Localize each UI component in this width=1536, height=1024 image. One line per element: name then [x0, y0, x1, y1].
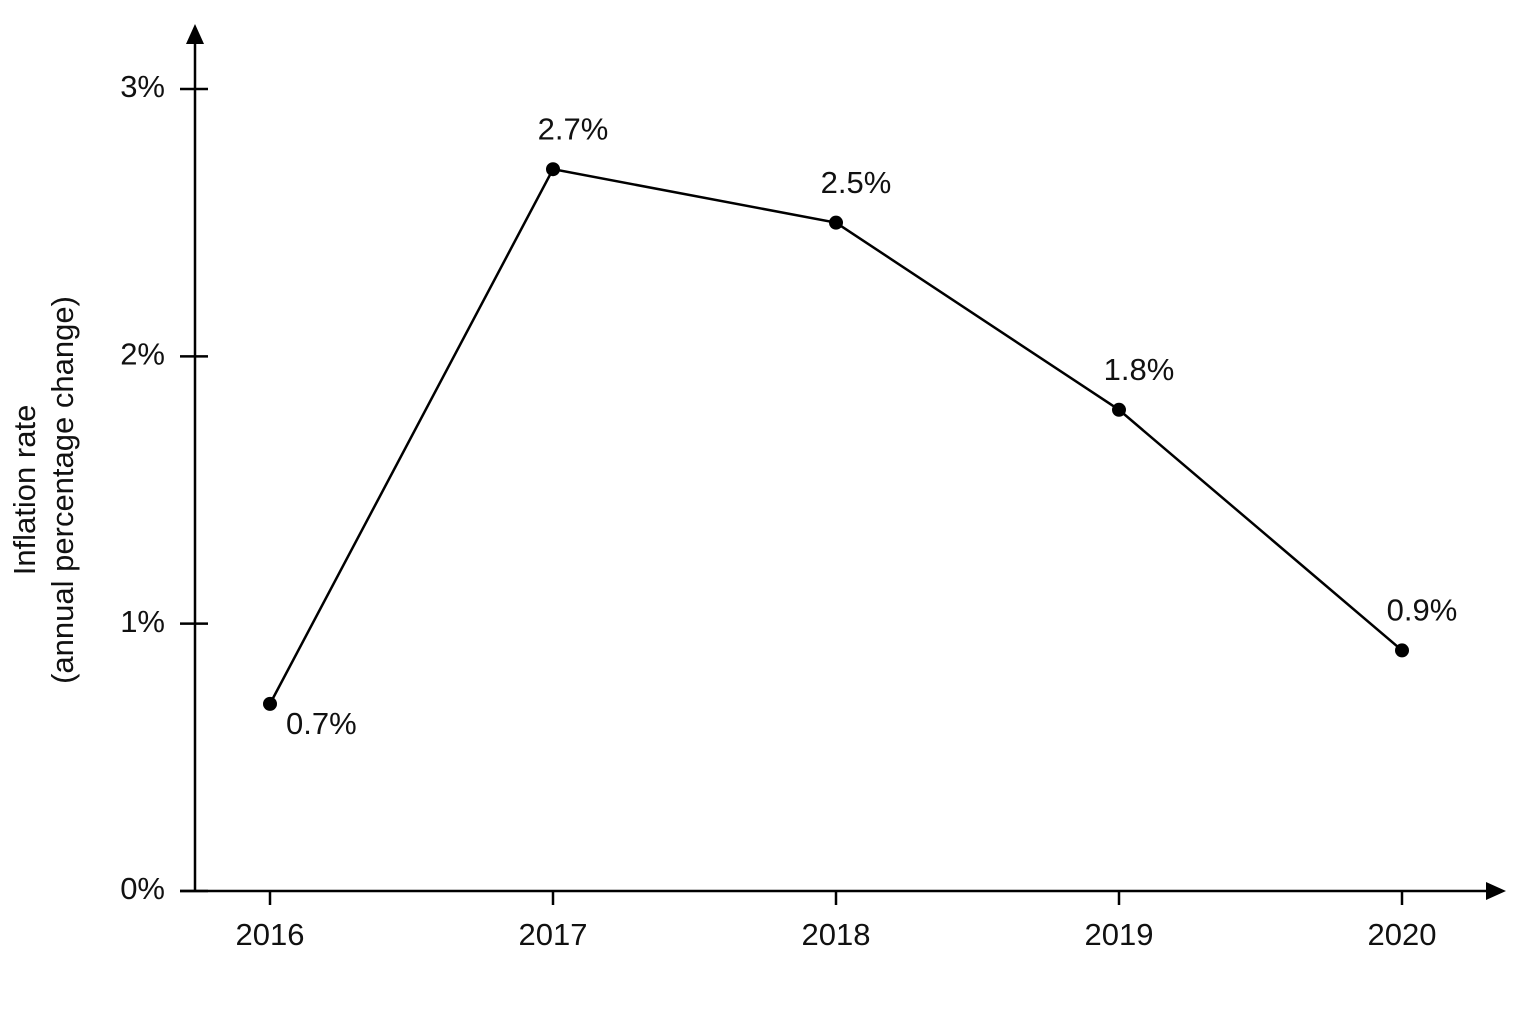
y-tick-label: 0% — [120, 871, 165, 906]
y-axis-title: (annual percentage change) — [45, 296, 80, 684]
data-label: 1.8% — [1104, 352, 1175, 387]
data-label: 2.7% — [538, 111, 609, 146]
y-tick-label: 2% — [120, 337, 165, 372]
point — [829, 215, 843, 230]
x-tick-label: 2016 — [236, 917, 305, 952]
x-tick-label: 2018 — [802, 917, 871, 952]
point — [1112, 402, 1126, 417]
point — [1395, 643, 1409, 658]
point — [546, 162, 560, 177]
point — [263, 696, 277, 711]
line — [268, 167, 1403, 705]
data-label: 2.5% — [821, 165, 892, 200]
data-label: 0.9% — [1387, 593, 1458, 628]
x-tick-label: 2017 — [519, 917, 588, 952]
y-tick-label: 1% — [120, 604, 165, 639]
x-tick-label: 2019 — [1085, 917, 1154, 952]
x-tick-label: 2020 — [1368, 917, 1437, 952]
y-axis-title: Inflation rate — [7, 405, 42, 576]
y-tick-label: 3% — [120, 69, 165, 104]
x-axis-arrow — [1486, 882, 1506, 900]
y-axis-arrow — [186, 24, 204, 44]
data-label: 0.7% — [286, 706, 357, 741]
